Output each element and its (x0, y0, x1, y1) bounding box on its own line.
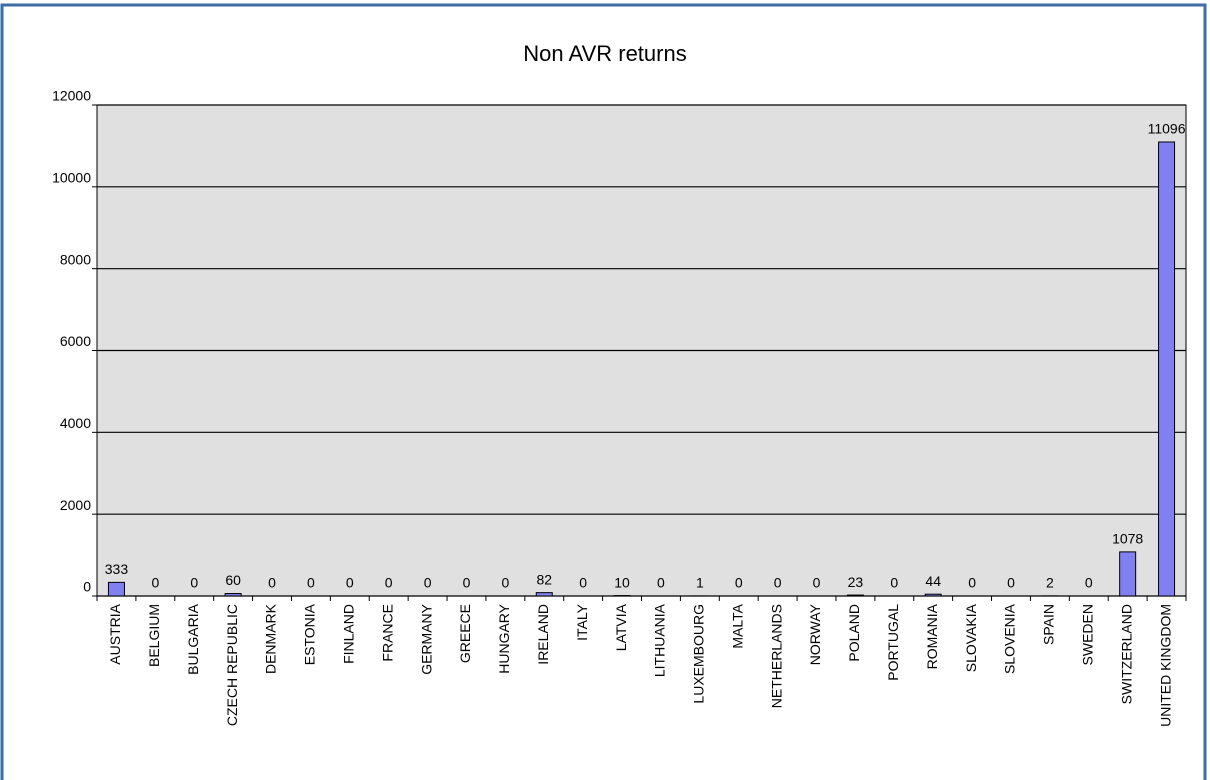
value-label: 0 (346, 575, 354, 591)
value-label: 0 (890, 575, 898, 591)
x-tick-label: ESTONIA (302, 603, 318, 665)
x-tick-label: SWEDEN (1079, 604, 1095, 665)
value-label: 1 (696, 575, 704, 591)
value-label: 0 (735, 575, 743, 591)
value-label: 0 (268, 575, 276, 591)
value-label: 0 (463, 575, 471, 591)
value-label: 0 (813, 575, 821, 591)
value-label: 0 (424, 575, 432, 591)
y-tick-label: 0 (83, 579, 91, 595)
x-tick-label: FINLAND (341, 604, 357, 664)
value-label: 60 (225, 572, 241, 588)
x-tick-label: SLOVENIA (1002, 603, 1018, 674)
y-tick-label: 6000 (60, 333, 91, 349)
chart-title: Non AVR returns (523, 41, 686, 66)
value-label: 0 (501, 575, 509, 591)
x-tick-label: LUXEMBOURG (691, 604, 707, 704)
x-tick-label: PORTUGAL (885, 604, 901, 681)
value-label: 10 (614, 574, 630, 590)
x-tick-label: BELGIUM (146, 604, 162, 667)
y-tick-label: 8000 (60, 251, 91, 267)
value-label: 0 (190, 575, 198, 591)
x-tick-label: NORWAY (807, 603, 823, 665)
x-tick-label: BULGARIA (185, 603, 201, 674)
x-tick-label: UNITED KINGDOM (1157, 604, 1173, 727)
value-label: 2 (1046, 575, 1054, 591)
x-tick-label: ITALY (574, 603, 590, 640)
value-label: 0 (579, 575, 587, 591)
value-label: 1078 (1112, 531, 1143, 547)
x-tick-label: GREECE (457, 604, 473, 663)
x-tick-label: LATVIA (613, 603, 629, 651)
bar (846, 594, 864, 597)
value-label: 82 (536, 571, 552, 587)
value-label: 0 (1007, 575, 1015, 591)
value-label: 23 (848, 574, 864, 590)
x-tick-label: DENMARK (263, 603, 279, 674)
bar (1158, 141, 1176, 597)
bar (535, 592, 553, 597)
x-tick-label: NETHERLANDS (768, 604, 784, 708)
y-tick-label: 2000 (60, 497, 91, 513)
y-tick-label: 4000 (60, 415, 91, 431)
x-tick-label: POLAND (846, 604, 862, 662)
value-label: 0 (657, 575, 665, 591)
bar (107, 581, 125, 597)
plot: 020004000600080001000012000AUSTRIA333BEL… (52, 88, 1187, 727)
y-tick-label: 10000 (52, 170, 91, 186)
value-label: 44 (925, 573, 941, 589)
x-tick-label: IRELAND (535, 604, 551, 665)
x-tick-label: CZECH REPUBLIC (224, 604, 240, 726)
frame (0, 3, 1207, 780)
x-tick-label: SPAIN (1041, 604, 1057, 645)
y-tick-label: 12000 (52, 88, 91, 104)
bar (1119, 551, 1137, 597)
value-label: 0 (151, 575, 159, 591)
x-tick-label: MALTA (729, 603, 745, 648)
value-label: 0 (307, 575, 315, 591)
value-label: 0 (774, 575, 782, 591)
value-label: 11096 (1148, 121, 1186, 137)
x-tick-label: SWITZERLAND (1118, 604, 1134, 704)
x-tick-label: LITHUANIA (652, 603, 668, 677)
value-label: 0 (968, 575, 976, 591)
value-label: 0 (385, 575, 393, 591)
x-tick-label: SLOVAKIA (963, 603, 979, 672)
x-tick-label: ROMANIA (924, 603, 940, 669)
x-tick-label: AUSTRIA (107, 603, 123, 664)
value-label: 0 (1085, 575, 1093, 591)
x-tick-label: GERMANY (418, 603, 434, 674)
value-label: 333 (105, 561, 129, 577)
x-tick-label: FRANCE (379, 604, 395, 662)
bar (924, 593, 942, 597)
x-tick-label: HUNGARY (496, 603, 512, 673)
bar (224, 593, 242, 597)
